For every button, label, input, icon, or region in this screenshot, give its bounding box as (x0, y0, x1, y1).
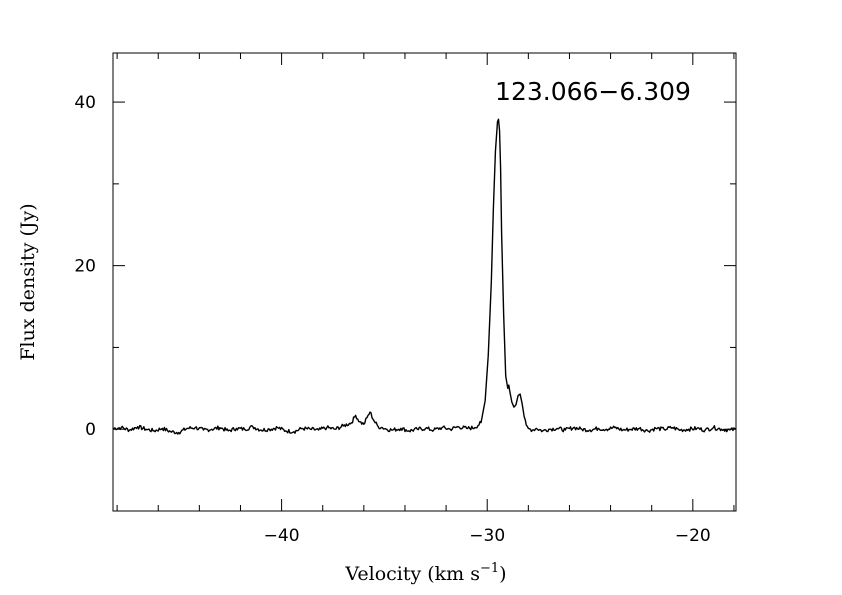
x-tick-label: −20 (675, 526, 711, 546)
y-axis-label: Flux density (Jy) (17, 203, 39, 360)
x-tick-label: −40 (264, 526, 300, 546)
x-axis-label-close: ) (499, 563, 506, 585)
series-line (112, 118, 737, 435)
x-axis-label-main: Velocity (km s (344, 563, 480, 585)
y-tick-label: 0 (85, 420, 96, 440)
y-tick-label: 20 (74, 257, 96, 277)
tick-labels: −40 −30 −20 0 20 40 (74, 93, 710, 546)
plot-frame (112, 52, 737, 512)
y-tick-label: 40 (74, 93, 96, 113)
x-tick-label: −30 (469, 526, 505, 546)
x-axis-label-exponent: −1 (480, 561, 499, 576)
axis-ticks (113, 53, 736, 512)
x-axis-label: Velocity (km s−1) (344, 561, 506, 585)
chart-title: 123.066−6.309 (495, 77, 691, 106)
